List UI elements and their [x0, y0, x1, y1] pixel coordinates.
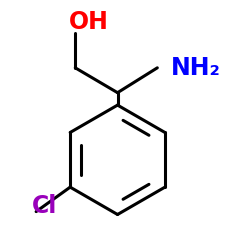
Text: Cl: Cl: [32, 194, 57, 218]
Text: OH: OH: [69, 10, 109, 34]
Text: NH₂: NH₂: [171, 56, 221, 80]
